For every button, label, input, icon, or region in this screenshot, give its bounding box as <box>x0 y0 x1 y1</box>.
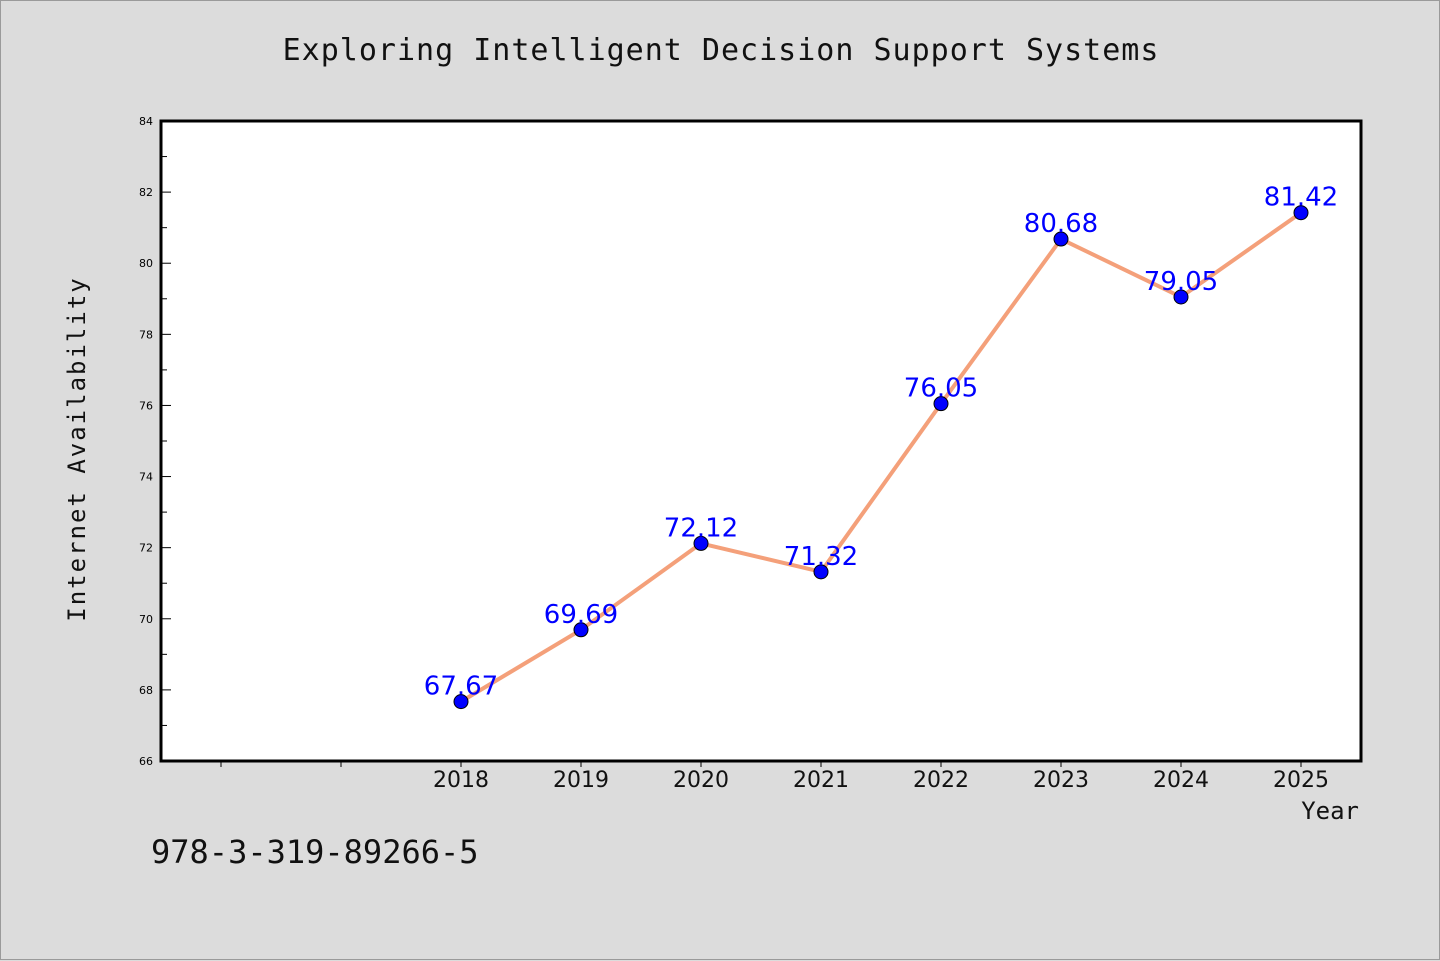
isbn-text: 978-3-319-89266-5 <box>151 833 479 871</box>
y-tick-label: 80 <box>139 257 153 270</box>
y-tick-label: 68 <box>139 684 153 697</box>
data-point <box>813 564 829 580</box>
x-tick-label: 2018 <box>433 768 489 793</box>
data-label: 71.32 <box>784 542 858 572</box>
data-point <box>933 396 949 412</box>
data-label: 79.05 <box>1144 267 1218 297</box>
data-point <box>1293 205 1309 221</box>
data-point <box>693 535 709 551</box>
data-point <box>453 694 469 710</box>
x-tick-label: 2021 <box>793 768 849 793</box>
y-tick-label: 74 <box>139 471 153 484</box>
series-line <box>459 211 1303 704</box>
data-label: 67.67 <box>424 672 498 702</box>
x-axis-label: Year <box>1301 797 1359 825</box>
data-point <box>1173 289 1189 305</box>
data-label: 76.05 <box>904 374 978 404</box>
y-tick-label: 66 <box>139 755 153 768</box>
plot-frame <box>159 119 1363 763</box>
x-tick-label: 2023 <box>1033 768 1089 793</box>
y-tick-label: 84 <box>139 115 153 128</box>
data-point <box>573 622 589 638</box>
x-tick-label: 2025 <box>1273 768 1329 793</box>
y-tick-label: 82 <box>139 186 153 199</box>
y-tick-label: 78 <box>139 328 153 341</box>
data-label: 69.69 <box>544 600 618 630</box>
x-tick-label: 2019 <box>553 768 609 793</box>
y-tick-label: 72 <box>139 542 153 555</box>
x-tick-label: 2020 <box>673 768 729 793</box>
x-tick-label: 2024 <box>1153 768 1209 793</box>
chart-title: Exploring Intelligent Decision Support S… <box>282 33 1160 68</box>
data-label: 81.42 <box>1264 183 1338 213</box>
plot-background <box>161 121 1361 761</box>
y-tick-label: 70 <box>139 613 153 626</box>
y-tick-label: 76 <box>139 399 153 412</box>
x-tick-label: 2022 <box>913 768 969 793</box>
data-point <box>1053 231 1069 247</box>
data-label: 80.68 <box>1024 209 1098 239</box>
data-label: 72.12 <box>664 513 738 543</box>
